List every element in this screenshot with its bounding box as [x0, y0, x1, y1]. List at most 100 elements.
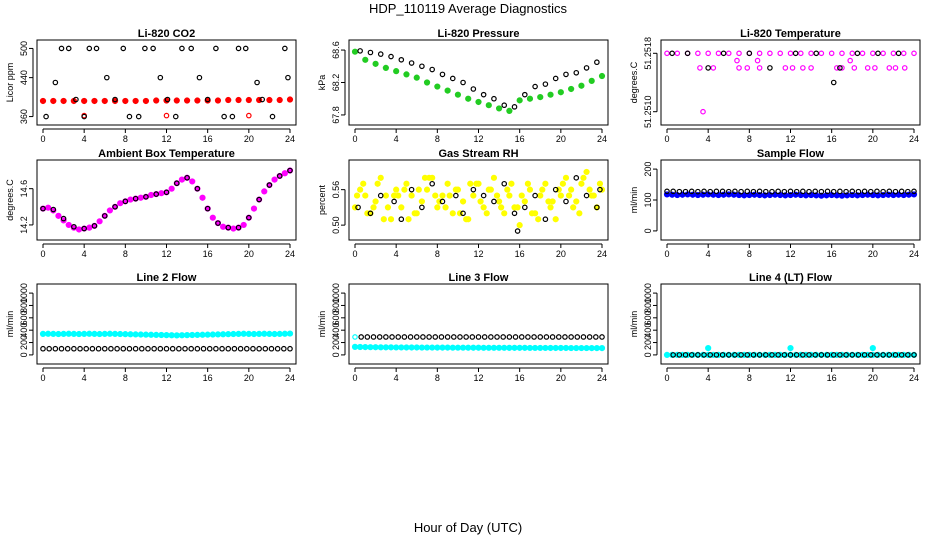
- x-tick-label: 8: [435, 373, 440, 383]
- data-point: [163, 112, 170, 119]
- data-point: [892, 352, 899, 358]
- data-point: [460, 210, 466, 217]
- data-point: [526, 95, 534, 102]
- data-point: [713, 188, 720, 195]
- data-point: [586, 334, 593, 340]
- data-point: [547, 91, 554, 98]
- data-point: [81, 225, 87, 232]
- data-point: [769, 188, 775, 195]
- data-point: [196, 74, 203, 81]
- series-1: [357, 48, 600, 110]
- data-point: [719, 352, 726, 358]
- data-point: [518, 192, 525, 199]
- y-tick-label: 440: [19, 70, 29, 85]
- data-point: [235, 96, 242, 104]
- data-point: [576, 210, 583, 217]
- data-point: [562, 174, 570, 181]
- y-tick-label: 1000: [331, 283, 341, 303]
- y-axis-label: ml/min: [5, 311, 15, 338]
- data-point: [120, 345, 127, 352]
- data-point: [901, 65, 908, 71]
- data-point: [830, 188, 837, 195]
- data-point: [43, 113, 49, 120]
- x-tick-label: 0: [352, 249, 357, 259]
- panel-6: Line 2 Flow ml/min 0 4 8 12 16 20 24 0 20040060080…: [5, 272, 297, 383]
- data-point: [514, 204, 521, 211]
- data-point: [710, 65, 717, 71]
- x-tick-label: 8: [123, 249, 128, 259]
- data-point: [526, 186, 534, 193]
- data-point: [460, 79, 466, 86]
- data-point: [537, 334, 544, 340]
- data-point: [418, 344, 425, 351]
- panel-2: Li-820 Temperature degrees.C 0 4 8 12 16 20 24 51…: [629, 28, 921, 144]
- data-point: [734, 57, 740, 64]
- data-point: [145, 345, 151, 352]
- data-point: [767, 50, 773, 57]
- x-tick-label: 20: [556, 249, 566, 259]
- data-point: [158, 331, 165, 339]
- data-point: [269, 113, 276, 120]
- data-point: [512, 334, 519, 340]
- data-point: [153, 331, 160, 338]
- y-tick-label: 600: [643, 310, 653, 325]
- data-point: [491, 198, 497, 205]
- data-point: [235, 45, 242, 52]
- data-point: [235, 224, 242, 231]
- x-tick-label: 24: [285, 134, 295, 144]
- data-point: [240, 330, 247, 337]
- data-point: [75, 226, 83, 233]
- data-point: [357, 186, 364, 193]
- data-point: [204, 96, 211, 103]
- data-point: [793, 188, 800, 195]
- data-point: [225, 96, 232, 104]
- x-tick-label: 4: [82, 134, 87, 144]
- data-point: [493, 192, 501, 199]
- data-point: [444, 334, 451, 340]
- data-point: [242, 45, 249, 52]
- data-point: [867, 352, 874, 358]
- data-point: [86, 330, 93, 337]
- data-point: [886, 352, 893, 358]
- data-point: [122, 198, 129, 205]
- data-point: [767, 65, 773, 71]
- data-point: [126, 113, 133, 120]
- data-point: [367, 210, 374, 217]
- data-point: [459, 198, 467, 205]
- y-tick-label: 51.2518: [643, 37, 653, 70]
- data-point: [905, 188, 911, 195]
- data-point: [357, 343, 364, 351]
- data-point: [792, 50, 799, 57]
- data-point: [178, 332, 186, 339]
- data-point: [213, 345, 219, 352]
- data-point: [457, 334, 463, 340]
- data-point: [756, 352, 763, 358]
- data-point: [285, 74, 291, 81]
- data-point: [750, 352, 757, 358]
- x-tick-label: 16: [515, 134, 525, 144]
- data-point: [358, 334, 364, 340]
- data-point: [818, 352, 825, 358]
- data-point: [271, 176, 278, 183]
- data-point: [875, 50, 881, 57]
- data-point: [547, 344, 554, 352]
- y-tick-label: 400: [331, 323, 341, 338]
- data-point: [287, 345, 293, 352]
- data-point: [168, 332, 175, 339]
- data-point: [568, 334, 574, 340]
- data-point: [39, 330, 47, 337]
- data-point: [200, 345, 207, 352]
- data-point: [240, 221, 247, 229]
- data-point: [401, 186, 408, 193]
- data-point: [52, 79, 59, 86]
- data-point: [446, 192, 453, 199]
- data-point: [219, 345, 225, 352]
- data-point: [403, 71, 410, 78]
- data-point: [867, 188, 874, 195]
- data-point: [413, 344, 420, 351]
- data-point: [383, 334, 389, 340]
- x-tick-label: 12: [473, 373, 483, 383]
- data-point: [830, 352, 837, 358]
- data-point: [837, 352, 843, 358]
- data-point: [370, 334, 377, 340]
